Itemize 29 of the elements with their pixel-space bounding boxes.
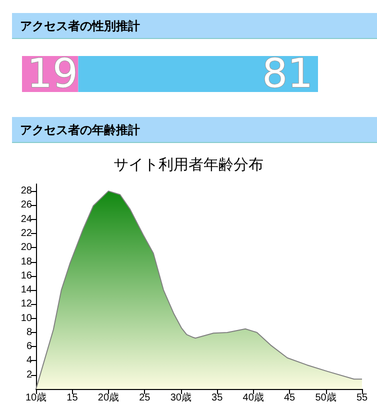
y-tick-label: 28	[20, 186, 32, 197]
y-tick-label: 26	[20, 200, 32, 211]
y-tick-label: 12	[20, 298, 32, 310]
data-label: 19	[27, 51, 78, 97]
y-tick-label: 18	[20, 256, 32, 268]
chart-subtitle: サイト利用者年齢分布	[114, 156, 264, 174]
x-tick-label: 35	[212, 392, 224, 404]
x-tick-label: 10歳	[25, 392, 47, 404]
chart-title: アクセス者の性別推計	[12, 13, 377, 39]
y-tick-label: 8	[26, 326, 32, 338]
y-tick-label: 20	[20, 242, 32, 254]
x-tick-label: 55	[356, 392, 368, 404]
chart-title: アクセス者の年齢推計	[12, 117, 377, 143]
x-tick-label: 30歳	[170, 392, 192, 404]
x-tick-label: 20歳	[98, 392, 120, 404]
y-tick-label: 22	[20, 228, 32, 239]
y-tick-label: 24	[20, 214, 32, 225]
x-tick-label: 15	[66, 392, 78, 404]
y-tick-label: 16	[20, 270, 32, 282]
data-label: 81	[262, 51, 313, 97]
y-tick-label: 4	[26, 355, 32, 366]
x-tick-label: 25	[139, 392, 151, 404]
x-tick-label: 50歳	[315, 392, 336, 404]
y-tick-label: 2	[26, 369, 32, 380]
x-tick-label: 45	[284, 392, 296, 404]
y-tick-label: 14	[20, 284, 32, 296]
x-tick-label: 40歳	[242, 392, 264, 404]
y-tick-label: 10	[20, 312, 32, 324]
y-tick-label: 6	[26, 341, 32, 352]
